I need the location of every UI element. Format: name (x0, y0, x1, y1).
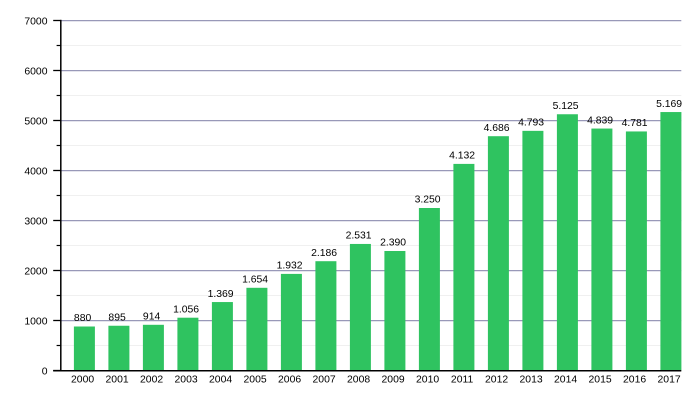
svg-text:2009: 2009 (382, 374, 405, 385)
svg-text:3000: 3000 (24, 217, 47, 228)
svg-text:2002: 2002 (140, 374, 163, 385)
svg-text:0: 0 (42, 367, 48, 378)
svg-text:5.125: 5.125 (553, 101, 579, 112)
svg-text:1000: 1000 (24, 317, 47, 328)
svg-text:2017: 2017 (658, 374, 681, 385)
svg-text:1.369: 1.369 (208, 289, 234, 300)
svg-text:4.839: 4.839 (587, 115, 613, 126)
svg-text:1.654: 1.654 (242, 275, 268, 286)
svg-text:3.250: 3.250 (415, 195, 441, 206)
svg-text:2012: 2012 (485, 374, 508, 385)
svg-text:6000: 6000 (24, 67, 47, 78)
svg-text:2010: 2010 (416, 374, 439, 385)
svg-text:2015: 2015 (589, 374, 612, 385)
svg-text:2016: 2016 (623, 374, 646, 385)
svg-text:2001: 2001 (106, 374, 129, 385)
svg-text:2.186: 2.186 (311, 248, 337, 259)
svg-text:2013: 2013 (520, 374, 543, 385)
svg-text:5000: 5000 (24, 117, 47, 128)
svg-text:2.390: 2.390 (380, 238, 406, 249)
svg-text:7000: 7000 (24, 17, 47, 28)
svg-text:2000: 2000 (71, 374, 94, 385)
svg-text:4.781: 4.781 (622, 118, 648, 129)
svg-text:2005: 2005 (244, 374, 267, 385)
svg-text:880: 880 (74, 313, 92, 324)
svg-text:2014: 2014 (554, 374, 577, 385)
svg-text:2000: 2000 (24, 267, 47, 278)
svg-text:1.932: 1.932 (277, 261, 303, 272)
svg-text:895: 895 (108, 312, 126, 323)
svg-text:914: 914 (143, 312, 161, 323)
svg-text:2.531: 2.531 (346, 231, 372, 242)
svg-text:4.793: 4.793 (518, 118, 544, 129)
svg-text:2004: 2004 (209, 374, 232, 385)
svg-text:2006: 2006 (278, 374, 301, 385)
svg-text:4.132: 4.132 (449, 151, 475, 162)
svg-text:2011: 2011 (451, 374, 474, 385)
svg-text:2007: 2007 (313, 374, 336, 385)
svg-text:2008: 2008 (347, 374, 370, 385)
svg-text:4.686: 4.686 (484, 123, 510, 134)
svg-text:5.169: 5.169 (656, 99, 682, 110)
svg-text:2003: 2003 (175, 374, 198, 385)
svg-text:4000: 4000 (24, 167, 47, 178)
svg-text:1.056: 1.056 (173, 304, 199, 315)
